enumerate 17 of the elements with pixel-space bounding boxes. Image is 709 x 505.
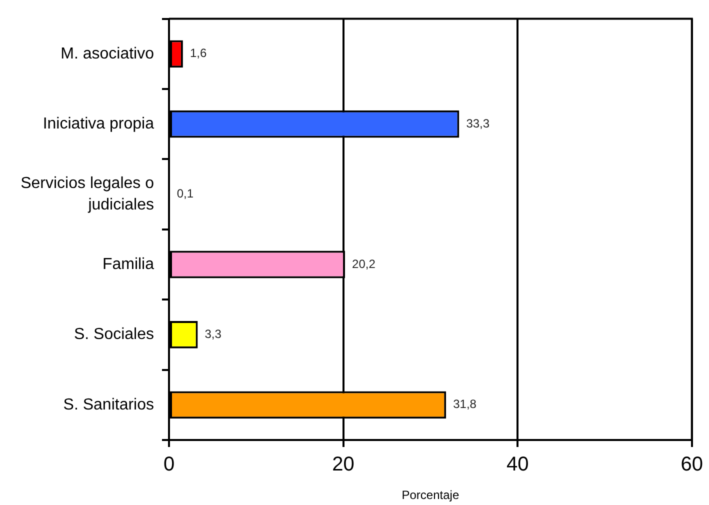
y-tick-label: M. asociativo <box>60 45 154 62</box>
x-tick-label: 0 <box>163 454 175 476</box>
data-label: 0,1 <box>176 186 194 201</box>
data-label: 3,3 <box>204 327 222 342</box>
data-label: 1,6 <box>190 46 207 60</box>
y-tick-label: S. Sociales <box>74 326 154 344</box>
y-tick-label: Servicios legales o judiciales <box>20 174 154 214</box>
x-tick-label: 60 <box>680 454 703 476</box>
x-tick-label: 20 <box>332 454 354 476</box>
data-label: 31,8 <box>453 397 477 412</box>
data-label: 20,2 <box>352 256 376 271</box>
x-axis-title: Porcentaje <box>402 488 460 502</box>
y-tick-label: S. Sanitarios <box>63 396 154 414</box>
y-tick-label: Iniciativa propia <box>42 116 154 133</box>
data-label: 33,3 <box>466 116 490 130</box>
x-tick-label: 40 <box>506 454 529 476</box>
y-tick-label: Familia <box>102 256 154 273</box>
